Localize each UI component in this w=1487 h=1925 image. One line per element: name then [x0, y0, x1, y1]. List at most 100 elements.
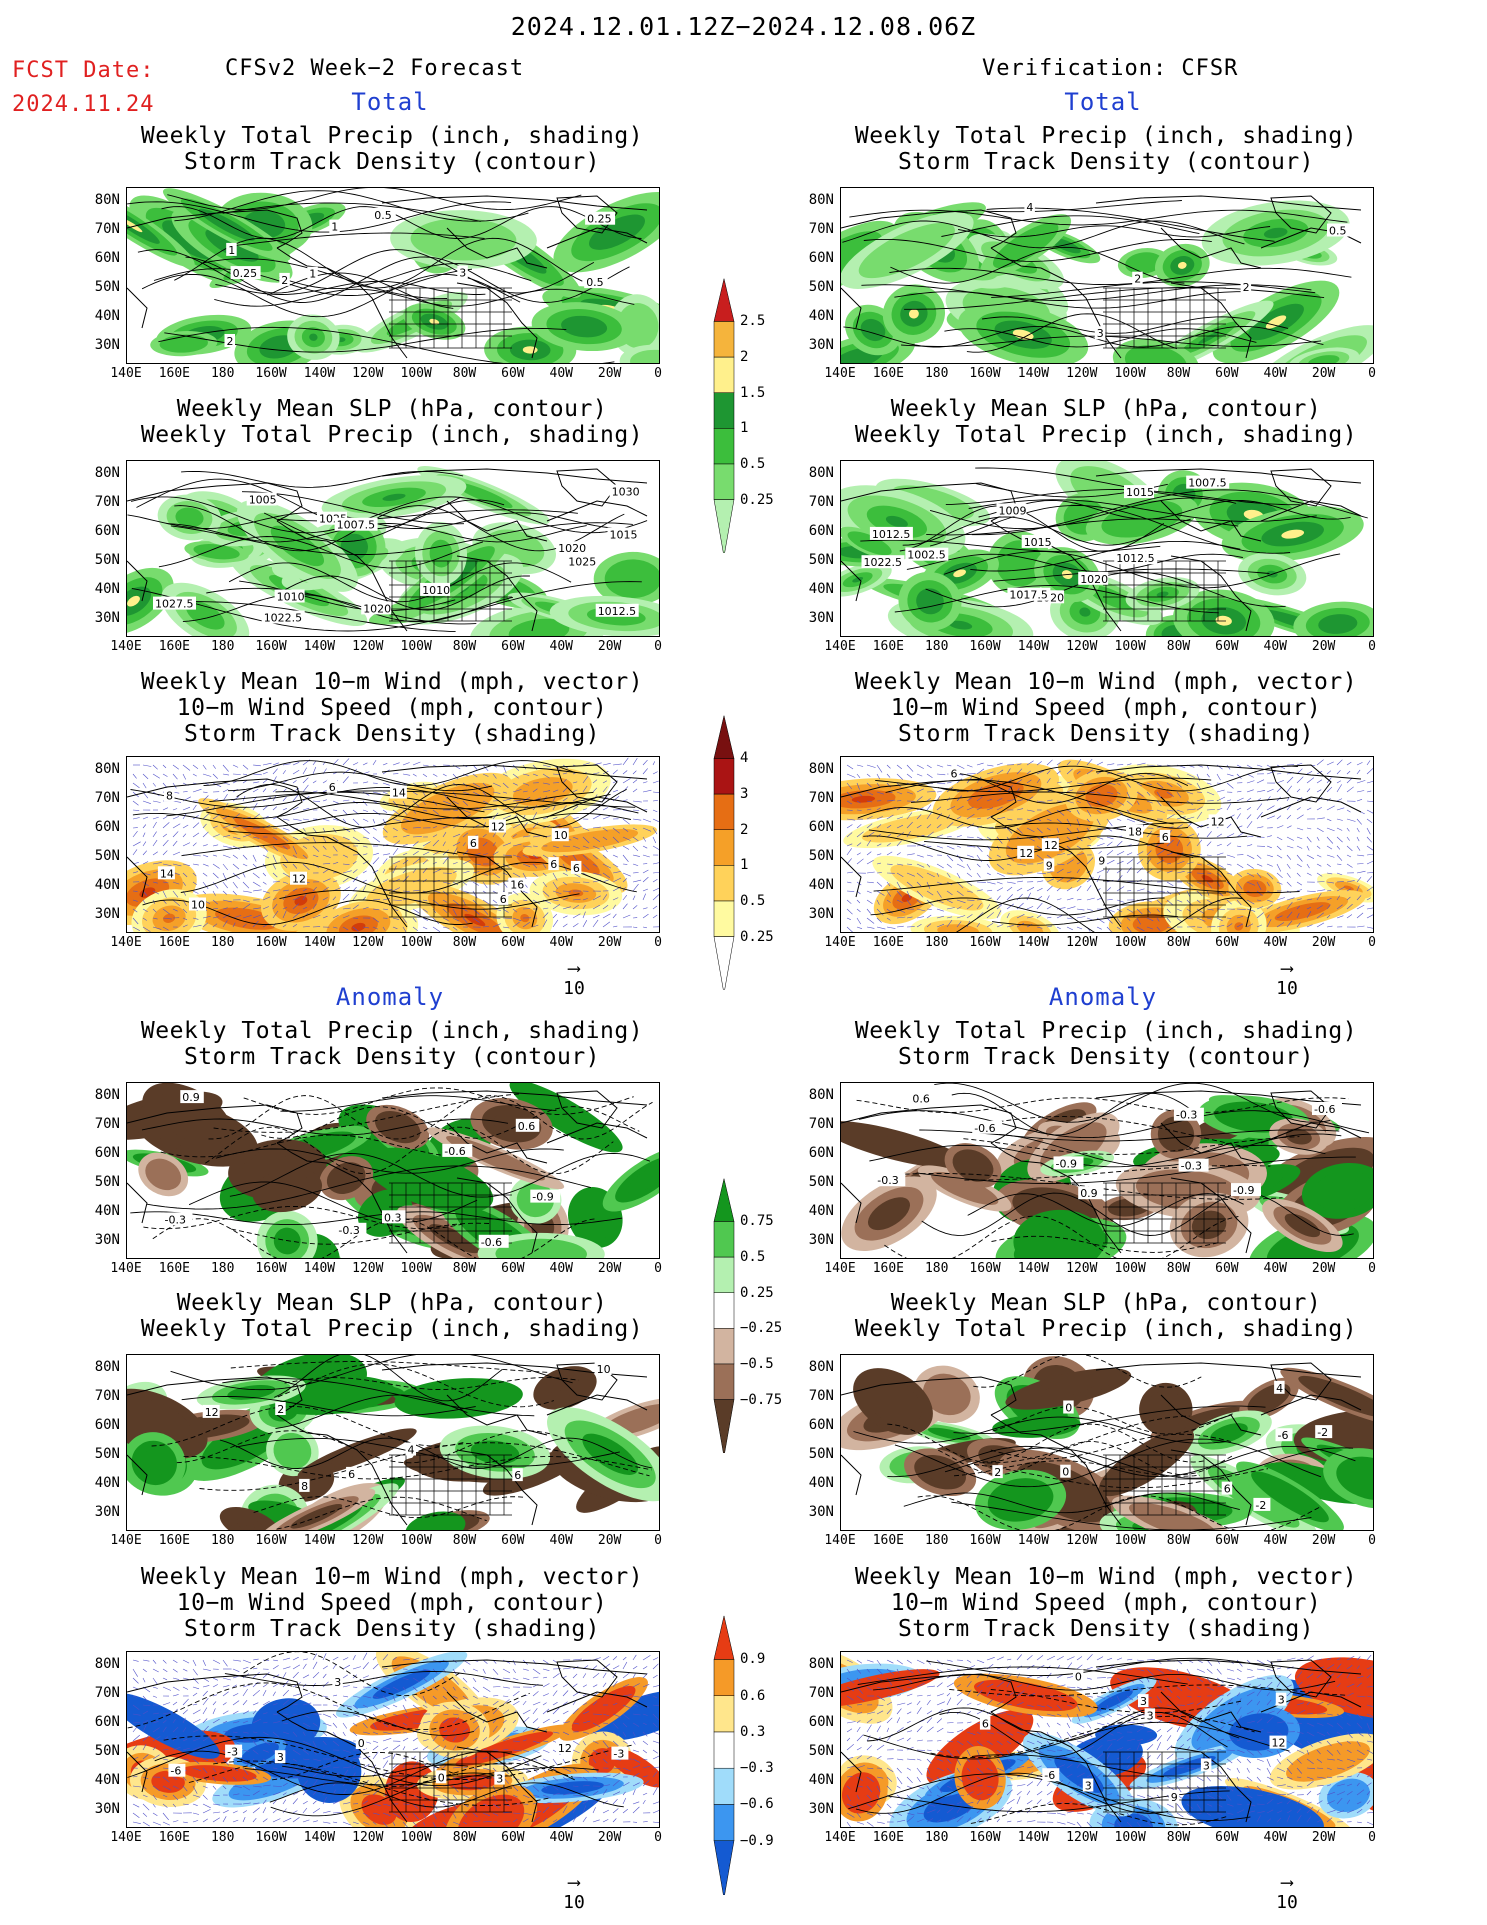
- colorbar-total-storm: [712, 705, 735, 994]
- contour-label: 1007.5: [337, 519, 376, 532]
- x-tick-label: 40W: [1263, 366, 1287, 381]
- x-tick-label: 100W: [1114, 1261, 1146, 1276]
- panel-title-ob-total-precip-line1: Weekly Total Precip (inch, shading): [854, 123, 1358, 149]
- contour-label: 16: [510, 879, 524, 892]
- contour-label: 8: [301, 1480, 308, 1493]
- y-tick-label: 80N: [94, 192, 120, 208]
- x-tick-label: 40W: [549, 1830, 573, 1845]
- y-tick-label: 30N: [808, 610, 834, 626]
- x-tick-label: 100W: [1114, 1830, 1146, 1845]
- contour-label: 6: [329, 781, 336, 794]
- colorbar-label: 1.5: [740, 384, 766, 401]
- x-tick-label: 40W: [1263, 1261, 1287, 1276]
- x-tick-label: 0: [1368, 1261, 1376, 1276]
- y-tick-label: 80N: [808, 761, 834, 777]
- section-anomaly-right: Anomaly: [1048, 983, 1158, 1011]
- y-tick-label: 80N: [94, 1359, 120, 1375]
- x-tick-label: 160E: [872, 1261, 905, 1276]
- x-tick-label: 160W: [969, 1830, 1001, 1845]
- contour-label: 1015: [1024, 536, 1052, 549]
- x-tick-label: 20W: [597, 1533, 622, 1548]
- x-tick-label: 180: [210, 366, 235, 381]
- x-tick-label: 140E: [824, 1261, 856, 1276]
- y-tick-label: 80N: [808, 1087, 834, 1103]
- x-tick-label: 80W: [1166, 1533, 1191, 1548]
- x-tick-label: 100W: [1114, 639, 1146, 654]
- x-tick-label: 60W: [1215, 1533, 1239, 1548]
- x-tick-label: 40W: [549, 935, 573, 950]
- x-tick-label: 20W: [1311, 366, 1336, 381]
- x-tick-label: 80W: [1166, 639, 1191, 654]
- contour-label: 6: [514, 1469, 521, 1482]
- x-tick-label: 100W: [400, 1533, 432, 1548]
- x-tick-label: 100W: [1114, 935, 1146, 950]
- x-tick-label: 100W: [400, 1261, 432, 1276]
- y-tick-label: 60N: [94, 523, 120, 539]
- contour-label: 0.5: [374, 209, 392, 222]
- contour-label: 0.9: [1080, 1187, 1098, 1200]
- contour-label: 0: [438, 1771, 445, 1784]
- y-tick-label: 60N: [94, 250, 120, 266]
- map-plot-ob-anom-precip: -0.9 -0.3 -0.6 -0.3 0.9 -0.9 0.6 -0.3 -0.6: [841, 1083, 1373, 1258]
- x-tick-label: 100W: [1114, 1533, 1146, 1548]
- panel-title-ob-total-slp-line1: Weekly Mean SLP (hPa, contour): [890, 396, 1322, 422]
- x-tick-label: 20W: [597, 639, 622, 654]
- contour-label: 10: [597, 1363, 611, 1376]
- colorbar-label: 0.5: [740, 892, 766, 909]
- vector-ref-left-total-val: 10: [563, 978, 585, 999]
- contour-label: -0.3: [165, 1213, 186, 1226]
- x-tick-label: 180: [924, 935, 949, 950]
- vector-ref-left-anom-val: 10: [563, 1892, 585, 1913]
- vector-ref-left-total: ⟶: [568, 958, 580, 979]
- x-tick-label: 140E: [110, 366, 142, 381]
- y-tick-label: 50N: [94, 279, 120, 295]
- contour-label: -6: [170, 1765, 181, 1778]
- map-plot-ob-total-wind: 9 12 6 6 9 12 12 18: [841, 758, 1373, 932]
- x-tick-label: 140W: [1017, 1261, 1050, 1276]
- panel-title-ob-total-precip-line2: Storm Track Density (contour): [897, 149, 1315, 175]
- contour-label: 0: [1062, 1466, 1069, 1479]
- contour-label: -0.9: [532, 1191, 553, 1204]
- map-fc-anom-slp: 6 8 10 4 6 12 2: [126, 1354, 660, 1531]
- x-tick-label: 20W: [597, 1261, 622, 1276]
- map-plot-fc-anom-wind: 0 0 3 3 3 -3 -6 -3 12: [127, 1652, 659, 1827]
- colorbar-label: 0.3: [740, 1723, 766, 1740]
- y-tick-label: 30N: [808, 1801, 834, 1817]
- panel-title-fc-total-slp-line2: Weekly Total Precip (inch, shading): [140, 422, 644, 448]
- y-tick-label: 60N: [808, 523, 834, 539]
- y-tick-label: 70N: [808, 1388, 834, 1404]
- contour-label: -0.9: [1056, 1157, 1077, 1170]
- colorbar-label: 0.25: [740, 928, 774, 945]
- y-tick-label: 80N: [808, 192, 834, 208]
- contour-label: 1007.5: [1188, 477, 1227, 490]
- colorbar-label: −0.6: [740, 1796, 774, 1813]
- x-tick-label: 140W: [303, 935, 336, 950]
- panel-title-fc-total-wind-line3: Storm Track Density (shading): [183, 721, 601, 747]
- y-tick-label: 40N: [94, 581, 120, 597]
- y-tick-label: 60N: [808, 1417, 834, 1433]
- map-ob-anom-slp: 0 -2 2 4 0 -2 -6 6: [840, 1354, 1374, 1531]
- y-tick-label: 70N: [808, 494, 834, 510]
- map-fc-total-slp: 1025 1020 1030 1027.5 1025 1015 1012.5 1010 1007…: [126, 460, 660, 637]
- y-tick-label: 30N: [94, 906, 120, 922]
- contour-label: 9: [1098, 855, 1105, 868]
- contour-label: 6: [982, 1718, 989, 1731]
- x-tick-label: 60W: [501, 366, 525, 381]
- contour-label: 1030: [612, 486, 640, 499]
- y-tick-label: 80N: [94, 1656, 120, 1672]
- contour-label: 1002.5: [907, 549, 946, 562]
- contour-label: 2: [1134, 273, 1141, 286]
- x-tick-label: 140E: [110, 1533, 142, 1548]
- x-tick-label: 80W: [452, 1261, 477, 1276]
- x-tick-label: 140E: [824, 366, 856, 381]
- map-fc-anom-wind: 0 0 3 3 3 -3 -6 -3 12: [126, 1651, 660, 1828]
- contour-label: -6: [1278, 1429, 1289, 1442]
- fcst-date-label: FCST Date:: [12, 58, 155, 83]
- x-tick-label: 160W: [255, 935, 287, 950]
- y-tick-label: 50N: [808, 1446, 834, 1462]
- contour-label: 2: [227, 335, 234, 348]
- x-tick-label: 120W: [352, 935, 384, 950]
- map-fc-total-wind: 6 6 12 10 6 14 12 6 14 8 6 16 10: [126, 756, 660, 933]
- x-tick-label: 60W: [501, 639, 525, 654]
- x-tick-label: 40W: [1263, 935, 1287, 950]
